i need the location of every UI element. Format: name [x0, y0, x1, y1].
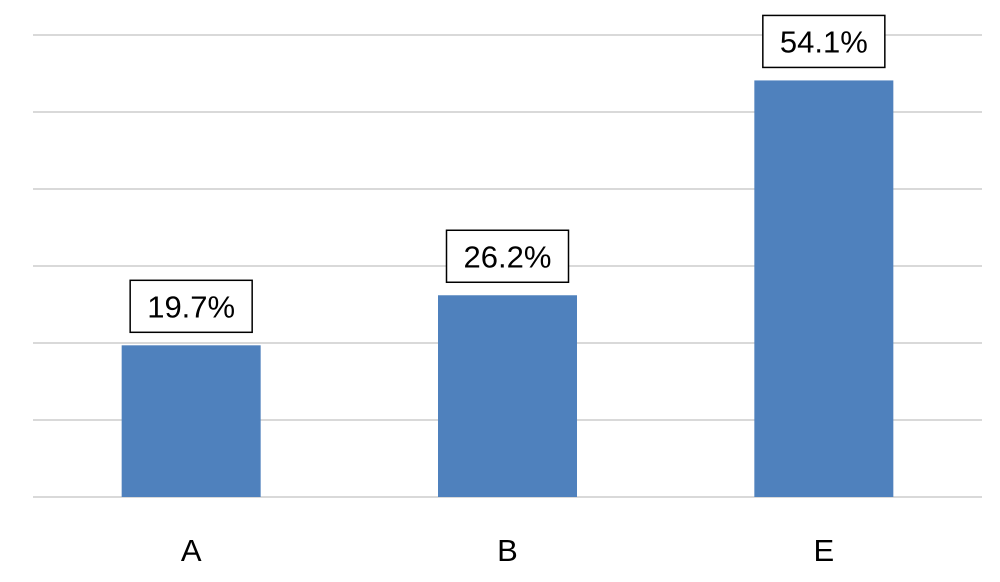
bar-e [754, 80, 894, 498]
x-tick-label-a: A [181, 533, 202, 568]
data-label-e: 54.1% [762, 14, 886, 69]
data-label-box [129, 279, 253, 334]
data-label-b: 26.2% [445, 229, 570, 284]
data-label-text: 26.2% [464, 239, 552, 274]
bars [121, 80, 894, 498]
data-label-a: 19.7% [129, 279, 253, 334]
data-label-box [762, 14, 886, 69]
bar-b [438, 295, 577, 497]
data-label-text: 54.1% [780, 24, 868, 59]
data-label-text: 19.7% [147, 289, 235, 324]
data-label-box [445, 229, 570, 284]
bar-a [121, 345, 261, 497]
x-tick-label-b: B [497, 533, 518, 568]
data-labels: 19.7% 26.2% 54.1% [129, 14, 886, 334]
x-tick-label-e: E [813, 533, 834, 568]
